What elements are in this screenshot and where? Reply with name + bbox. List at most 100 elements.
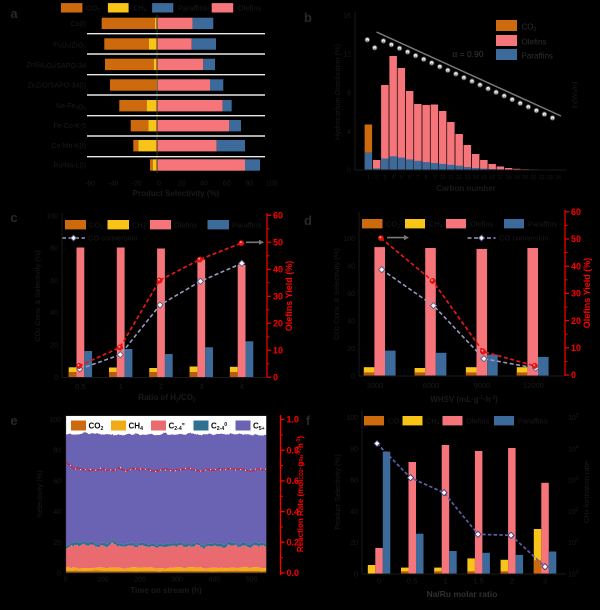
svg-text:0.5: 0.5 bbox=[407, 577, 417, 586]
svg-text:200: 200 bbox=[134, 577, 146, 584]
svg-text:8: 8 bbox=[425, 175, 428, 181]
svg-text:CO2 Conv. & Selectivity (%): CO2 Conv. & Selectivity (%) bbox=[332, 248, 341, 340]
svg-text:ZnGa2O4/SAPO-34: ZnGa2O4/SAPO-34 bbox=[26, 62, 86, 70]
svg-text:0: 0 bbox=[571, 370, 576, 380]
svg-text:12: 12 bbox=[456, 175, 462, 181]
svg-text:12: 12 bbox=[343, 52, 351, 59]
svg-text:80: 80 bbox=[50, 246, 58, 253]
svg-text:21: 21 bbox=[531, 175, 537, 181]
svg-text:0: 0 bbox=[64, 577, 68, 584]
svg-text:Olefins: Olefins bbox=[470, 220, 494, 229]
svg-text:14: 14 bbox=[473, 175, 479, 181]
svg-text:100: 100 bbox=[266, 181, 278, 188]
svg-text:2: 2 bbox=[510, 577, 514, 586]
svg-text:Paraffins: Paraffins bbox=[518, 417, 548, 426]
svg-text:In2O3/ZrO2: In2O3/ZrO2 bbox=[53, 42, 86, 50]
svg-text:16: 16 bbox=[343, 13, 351, 20]
svg-text:Carbon number: Carbon number bbox=[436, 184, 496, 193]
svg-text:18: 18 bbox=[506, 175, 512, 181]
svg-text:13: 13 bbox=[465, 175, 471, 181]
svg-text:b: b bbox=[304, 10, 312, 25]
svg-text:80: 80 bbox=[245, 181, 253, 188]
svg-text:e: e bbox=[10, 413, 17, 428]
svg-text:Product Selectivity (%): Product Selectivity (%) bbox=[133, 189, 220, 198]
svg-text:400: 400 bbox=[209, 577, 221, 584]
svg-text:Olefins: Olefins bbox=[522, 38, 547, 47]
svg-text:15: 15 bbox=[481, 175, 487, 181]
svg-text:11: 11 bbox=[448, 175, 453, 181]
svg-text:23: 23 bbox=[547, 175, 553, 181]
svg-text:d: d bbox=[304, 213, 312, 228]
svg-text:20: 20 bbox=[522, 175, 528, 181]
svg-text:3: 3 bbox=[543, 577, 547, 586]
svg-text:Olefins Yield (%): Olefins Yield (%) bbox=[284, 261, 294, 332]
svg-text:0: 0 bbox=[57, 571, 61, 578]
svg-text:1: 1 bbox=[119, 382, 123, 391]
svg-text:Ru/Na-L(t): Ru/Na-L(t) bbox=[53, 163, 86, 170]
svg-text:0: 0 bbox=[354, 572, 358, 579]
svg-text:60: 60 bbox=[223, 181, 231, 188]
svg-text:24: 24 bbox=[555, 175, 561, 181]
svg-text:1.0: 1.0 bbox=[287, 415, 300, 425]
svg-text:10: 10 bbox=[571, 343, 581, 353]
svg-text:20: 20 bbox=[178, 181, 186, 188]
svg-text:80: 80 bbox=[347, 264, 355, 271]
svg-text:Paraffins: Paraffins bbox=[232, 221, 262, 230]
svg-text:CO2 Conv. & Selectivity (%): CO2 Conv. & Selectivity (%) bbox=[33, 250, 42, 342]
svg-text:20: 20 bbox=[53, 540, 61, 547]
svg-text:Fe-Co-K-5: Fe-Co-K-5 bbox=[53, 123, 86, 130]
svg-text:6: 6 bbox=[408, 175, 411, 181]
svg-text:ln(Wn/n): ln(Wn/n) bbox=[570, 81, 579, 108]
svg-text:Selectivity (%): Selectivity (%) bbox=[35, 470, 44, 518]
svg-text:60: 60 bbox=[50, 278, 58, 285]
svg-text:Olefins: Olefins bbox=[174, 221, 198, 230]
svg-text:40: 40 bbox=[50, 310, 58, 317]
svg-text:Paraffins: Paraffins bbox=[178, 4, 208, 13]
svg-text:19: 19 bbox=[514, 175, 520, 181]
svg-text:0: 0 bbox=[273, 373, 278, 383]
svg-text:6000: 6000 bbox=[423, 381, 440, 390]
svg-text:CO conversion: CO conversion bbox=[499, 234, 549, 243]
svg-text:0: 0 bbox=[157, 181, 161, 188]
svg-text:Co-Mn-K(t): Co-Mn-K(t) bbox=[51, 143, 86, 150]
svg-text:WHSV (mL·g-1·h-1): WHSV (mL·g-1·h-1) bbox=[430, 395, 498, 404]
svg-text:0: 0 bbox=[54, 375, 58, 382]
svg-text:Time on stream (h): Time on stream (h) bbox=[130, 586, 202, 595]
svg-text:2: 2 bbox=[375, 175, 378, 181]
svg-text:60: 60 bbox=[273, 211, 283, 221]
svg-text:Co(t): Co(t) bbox=[70, 21, 86, 28]
svg-text:100: 100 bbox=[346, 415, 358, 422]
svg-text:20: 20 bbox=[571, 316, 581, 326]
svg-text:Olefins Yield (%): Olefins Yield (%) bbox=[582, 258, 592, 329]
svg-text:30: 30 bbox=[571, 289, 581, 299]
svg-text:f: f bbox=[306, 413, 311, 428]
svg-text:300: 300 bbox=[171, 577, 183, 584]
svg-text:100: 100 bbox=[46, 213, 58, 220]
svg-text:5: 5 bbox=[400, 175, 403, 181]
svg-text:1.5: 1.5 bbox=[473, 577, 483, 586]
svg-text:1: 1 bbox=[367, 175, 370, 181]
svg-text:22: 22 bbox=[539, 175, 545, 181]
svg-text:3: 3 bbox=[199, 382, 203, 391]
svg-text:10: 10 bbox=[440, 175, 446, 181]
svg-text:100: 100 bbox=[49, 417, 61, 424]
svg-text:40: 40 bbox=[53, 509, 61, 516]
svg-text:Na-Fe3O4: Na-Fe3O4 bbox=[56, 103, 86, 111]
svg-text:20: 20 bbox=[350, 540, 358, 547]
svg-text:CO conversion: CO conversion bbox=[88, 234, 138, 243]
svg-text:60: 60 bbox=[350, 478, 358, 485]
svg-text:9000: 9000 bbox=[474, 381, 491, 390]
svg-text:20: 20 bbox=[347, 346, 355, 353]
svg-text:0.5: 0.5 bbox=[75, 382, 85, 391]
svg-text:100: 100 bbox=[343, 236, 355, 243]
svg-text:10: 10 bbox=[273, 346, 283, 356]
svg-text:50: 50 bbox=[273, 238, 283, 248]
svg-text:4: 4 bbox=[347, 129, 351, 136]
svg-text:Product Selectivity (%): Product Selectivity (%) bbox=[333, 454, 342, 530]
svg-text:30: 30 bbox=[273, 292, 283, 302]
svg-text:8: 8 bbox=[347, 90, 351, 97]
svg-text:2: 2 bbox=[159, 382, 163, 391]
svg-text:12000: 12000 bbox=[523, 381, 544, 390]
svg-text:α = 0.90: α = 0.90 bbox=[452, 49, 483, 59]
svg-text:80: 80 bbox=[350, 446, 358, 453]
